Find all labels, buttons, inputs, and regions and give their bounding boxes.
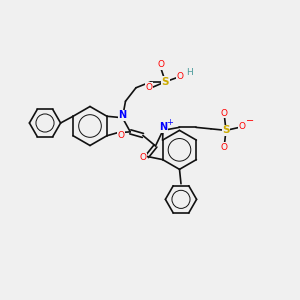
Text: S: S: [222, 125, 230, 135]
Text: S: S: [162, 77, 169, 87]
Text: O: O: [158, 60, 164, 69]
Text: H: H: [186, 68, 193, 77]
Text: O: O: [118, 131, 124, 140]
Text: O: O: [140, 153, 146, 162]
Text: N: N: [159, 122, 167, 132]
Text: O: O: [221, 109, 228, 118]
Text: O: O: [177, 72, 184, 81]
Text: −: −: [246, 116, 254, 126]
Text: N: N: [118, 110, 127, 120]
Text: +: +: [166, 118, 173, 127]
Text: O: O: [221, 143, 228, 152]
Text: O: O: [146, 82, 152, 91]
Text: O: O: [239, 122, 246, 131]
